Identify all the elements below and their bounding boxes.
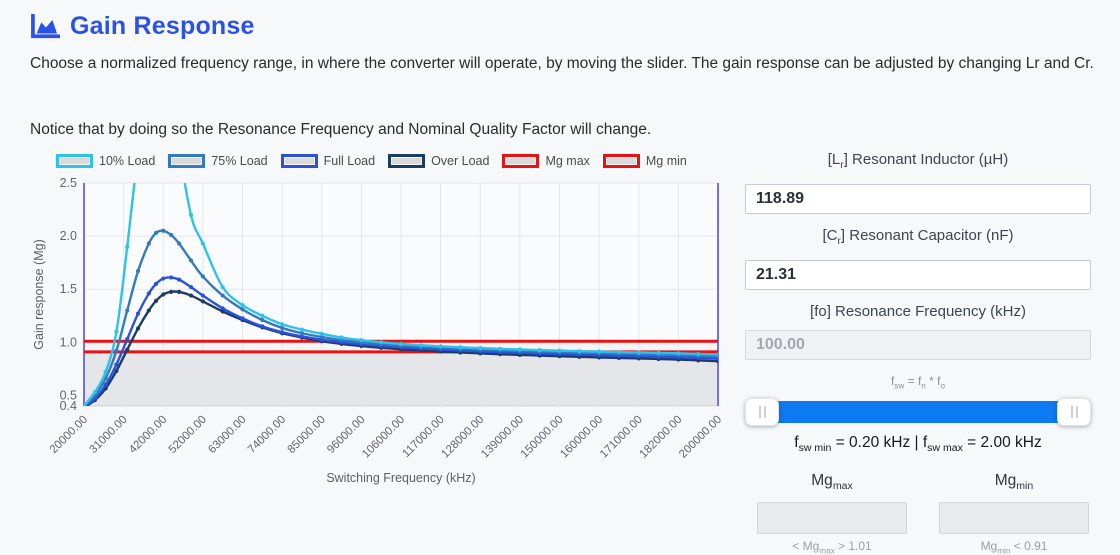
legend-item-10-load[interactable]: 10% Load (56, 154, 155, 168)
svg-text:1.0: 1.0 (60, 335, 77, 349)
legend-label: 10% Load (99, 154, 156, 168)
mg-min-hint: Mgmin < 0.91 (980, 538, 1048, 555)
area-chart-icon (31, 13, 60, 38)
fn-range-slider[interactable] (745, 398, 1091, 427)
slider-track[interactable] (749, 401, 1087, 424)
svg-text:200000.00: 200000.00 (677, 414, 724, 461)
mg-limits-row: Mgmax < Mgmax > 1.01 Mgmin Mgmin < 0.91 (745, 472, 1091, 555)
svg-text:1.5: 1.5 (60, 282, 77, 296)
svg-text:96000.00: 96000.00 (325, 414, 367, 456)
svg-text:74000.00: 74000.00 (246, 414, 288, 456)
gain-response-plot: 0.40.5 1.0 1.5 2.0 2.5 20000.0031000.0042000.… (32, 176, 724, 485)
legend-label: Full Load (323, 154, 376, 168)
parameters-panel: [Lr] Resonant Inductor (µH) [Cr] Resonan… (745, 150, 1091, 555)
mg-max-label: Mgmax (811, 472, 853, 493)
x-axis-title: Switching Frequency (kHz) (326, 471, 475, 485)
legend-item-over-load[interactable]: Over Load (388, 154, 489, 168)
legend-item-75-load[interactable]: 75% Load (168, 154, 268, 168)
legend-label: Mg max (545, 154, 590, 168)
y-axis-title: Gain response (Mg) (32, 239, 46, 349)
svg-text:52000.00: 52000.00 (167, 414, 209, 456)
fsw-formula-text: fsw = fn * fo (890, 374, 946, 391)
svg-text:63000.00: 63000.00 (206, 414, 248, 456)
svg-text:106000.00: 106000.00 (360, 414, 407, 461)
cr-label: [Cr] Resonant Capacitor (nF) (822, 227, 1014, 247)
lr-label: [Lr] Resonant Inductor (µH) (827, 151, 1009, 171)
legend-swatch (388, 154, 426, 168)
grip-icon (1070, 406, 1078, 419)
svg-text:85000.00: 85000.00 (285, 414, 327, 456)
page-header: Gain Response (30, 12, 255, 41)
legend-swatch (168, 154, 206, 168)
legend-label: 75% Load (211, 154, 268, 168)
page-title: Gain Response (70, 12, 255, 40)
fo-label: [fo] Resonance Frequency (kHz) (810, 303, 1026, 320)
mg-min-input (939, 501, 1089, 534)
notice-text: Notice that by doing so the Resonance Fr… (30, 121, 652, 138)
lr-input[interactable] (745, 184, 1091, 214)
legend-swatch (280, 154, 318, 168)
slider-handle-max[interactable] (1057, 398, 1091, 427)
legend-label: Over Load (431, 154, 490, 168)
mg-max-input (757, 501, 907, 534)
svg-text:0.4: 0.4 (60, 399, 77, 413)
svg-text:31000.00: 31000.00 (87, 414, 129, 456)
legend-swatch (56, 154, 93, 168)
legend-label: Mg min (645, 154, 687, 168)
mg-min-column: Mgmin Mgmin < 0.91 (939, 472, 1089, 555)
fo-input (745, 330, 1091, 360)
fsw-range-text: fsw min = 0.20 kHz | fsw max = 2.00 kHz (794, 434, 1042, 455)
cr-input[interactable] (745, 260, 1091, 290)
legend-item-mg-min[interactable]: Mg min (602, 154, 687, 168)
svg-text:2.0: 2.0 (60, 229, 77, 243)
svg-text:0.5: 0.5 (60, 388, 77, 402)
grip-icon (758, 406, 766, 419)
svg-text:2.5: 2.5 (60, 176, 77, 190)
legend-swatch (502, 154, 540, 168)
slider-handle-min[interactable] (745, 398, 779, 427)
svg-text:42000.00: 42000.00 (127, 414, 169, 456)
description-text: Choose a normalized frequency range, in … (30, 55, 1094, 72)
svg-text:20000.00: 20000.00 (48, 414, 90, 456)
legend-item-full-load[interactable]: Full Load (280, 154, 376, 168)
legend-swatch (602, 154, 640, 168)
mg-max-column: Mgmax < Mgmax > 1.01 (757, 472, 907, 555)
mg-max-hint: < Mgmax > 1.01 (792, 538, 872, 555)
mg-min-label: Mgmin (994, 472, 1034, 493)
gain-response-chart-region: 10% Load 75% Load Full Load Over Load Mg max… (30, 150, 742, 522)
legend-item-mg-max[interactable]: Mg max (502, 154, 590, 168)
chart-legend: 10% Load 75% Load Full Load Over Load Mg max… (56, 150, 742, 172)
